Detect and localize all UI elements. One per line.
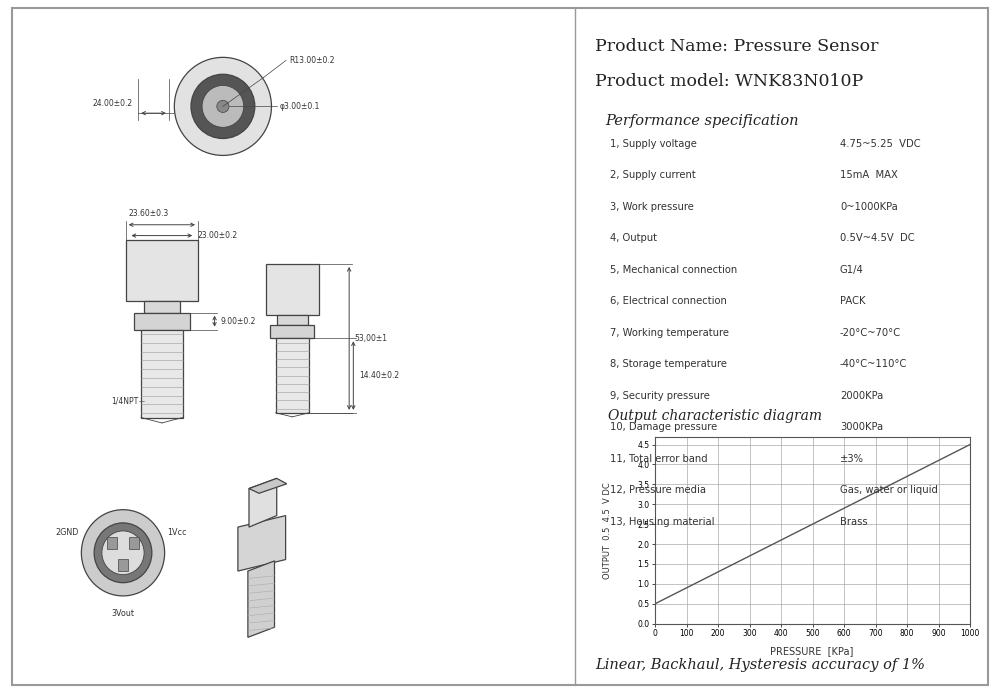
- Text: Product Name: Pressure Sensor: Product Name: Pressure Sensor: [595, 38, 879, 55]
- Ellipse shape: [191, 74, 255, 139]
- Text: 8, Storage temperature: 8, Storage temperature: [610, 359, 727, 369]
- Text: 9, Security pressure: 9, Security pressure: [610, 391, 710, 401]
- Text: PACK: PACK: [840, 297, 866, 306]
- Text: 0~1000KPa: 0~1000KPa: [840, 202, 898, 211]
- Text: 1Vcc: 1Vcc: [167, 528, 187, 537]
- Bar: [129, 537, 139, 550]
- Bar: [141, 330, 183, 417]
- Polygon shape: [248, 561, 275, 638]
- Bar: [118, 559, 128, 571]
- Text: PRESSURE  [KPa]: PRESSURE [KPa]: [770, 646, 854, 656]
- Text: 10, Damage pressure: 10, Damage pressure: [610, 422, 717, 432]
- Text: Gas, water or liquid: Gas, water or liquid: [840, 485, 938, 495]
- Ellipse shape: [174, 58, 271, 155]
- Text: -20°C~70°C: -20°C~70°C: [840, 328, 901, 337]
- Text: Brass: Brass: [840, 517, 868, 527]
- Text: φ3.00±0.1: φ3.00±0.1: [280, 102, 320, 111]
- Text: 5, Mechanical connection: 5, Mechanical connection: [610, 265, 737, 274]
- Text: 1, Supply voltage: 1, Supply voltage: [610, 139, 697, 148]
- Text: 2, Supply current: 2, Supply current: [610, 170, 696, 180]
- Text: 9.00±0.2: 9.00±0.2: [220, 317, 256, 326]
- Text: Output characteristic diagram: Output characteristic diagram: [608, 409, 822, 423]
- Ellipse shape: [217, 100, 229, 112]
- Text: R13.00±0.2: R13.00±0.2: [289, 56, 334, 65]
- Text: Performance specification: Performance specification: [605, 114, 798, 128]
- Text: 3Vout: 3Vout: [112, 608, 135, 617]
- Text: 2000KPa: 2000KPa: [840, 391, 883, 401]
- Text: 1/4NPT: 1/4NPT: [111, 396, 138, 405]
- Text: 15mA  MAX: 15mA MAX: [840, 170, 898, 180]
- Text: Linear, Backhaul, Hysteresis accuracy of 1%: Linear, Backhaul, Hysteresis accuracy of…: [595, 658, 925, 672]
- Text: 11, Total error band: 11, Total error band: [610, 454, 708, 464]
- Bar: [144, 301, 180, 313]
- Bar: [126, 240, 198, 301]
- Text: ±3%: ±3%: [840, 454, 864, 464]
- Bar: [276, 338, 309, 413]
- Text: OUTPUT  0.5  4.5  V DC: OUTPUT 0.5 4.5 V DC: [604, 482, 612, 579]
- Ellipse shape: [81, 509, 165, 596]
- Text: 6, Electrical connection: 6, Electrical connection: [610, 297, 727, 306]
- Bar: [107, 537, 117, 550]
- Text: 4.75~5.25  VDC: 4.75~5.25 VDC: [840, 139, 921, 148]
- Text: 13, Housing material: 13, Housing material: [610, 517, 714, 527]
- Text: 23.00±0.2: 23.00±0.2: [198, 231, 238, 240]
- Text: 3000KPa: 3000KPa: [840, 422, 883, 432]
- Text: 14.40±0.2: 14.40±0.2: [359, 371, 399, 380]
- Bar: [266, 264, 319, 315]
- Bar: [270, 325, 314, 338]
- Ellipse shape: [102, 531, 144, 574]
- Polygon shape: [238, 516, 286, 571]
- Text: G1/4: G1/4: [840, 265, 864, 274]
- Text: 24.00±0.2: 24.00±0.2: [93, 98, 133, 107]
- Text: 7, Working temperature: 7, Working temperature: [610, 328, 729, 337]
- Text: Product model: WNK83N010P: Product model: WNK83N010P: [595, 73, 863, 90]
- Ellipse shape: [94, 523, 152, 583]
- Ellipse shape: [202, 85, 244, 128]
- Polygon shape: [249, 478, 277, 527]
- Text: 23.60±0.3: 23.60±0.3: [129, 209, 169, 218]
- Bar: [277, 315, 308, 325]
- Text: 53,00±1: 53,00±1: [355, 334, 388, 343]
- Bar: [134, 313, 190, 330]
- Text: 4, Output: 4, Output: [610, 233, 657, 243]
- Text: 12, Pressure media: 12, Pressure media: [610, 485, 706, 495]
- Text: 2GND: 2GND: [55, 528, 79, 537]
- Text: -40°C~110°C: -40°C~110°C: [840, 359, 907, 369]
- Polygon shape: [249, 478, 287, 493]
- Text: 0.5V~4.5V  DC: 0.5V~4.5V DC: [840, 233, 915, 243]
- Text: 3, Work pressure: 3, Work pressure: [610, 202, 694, 211]
